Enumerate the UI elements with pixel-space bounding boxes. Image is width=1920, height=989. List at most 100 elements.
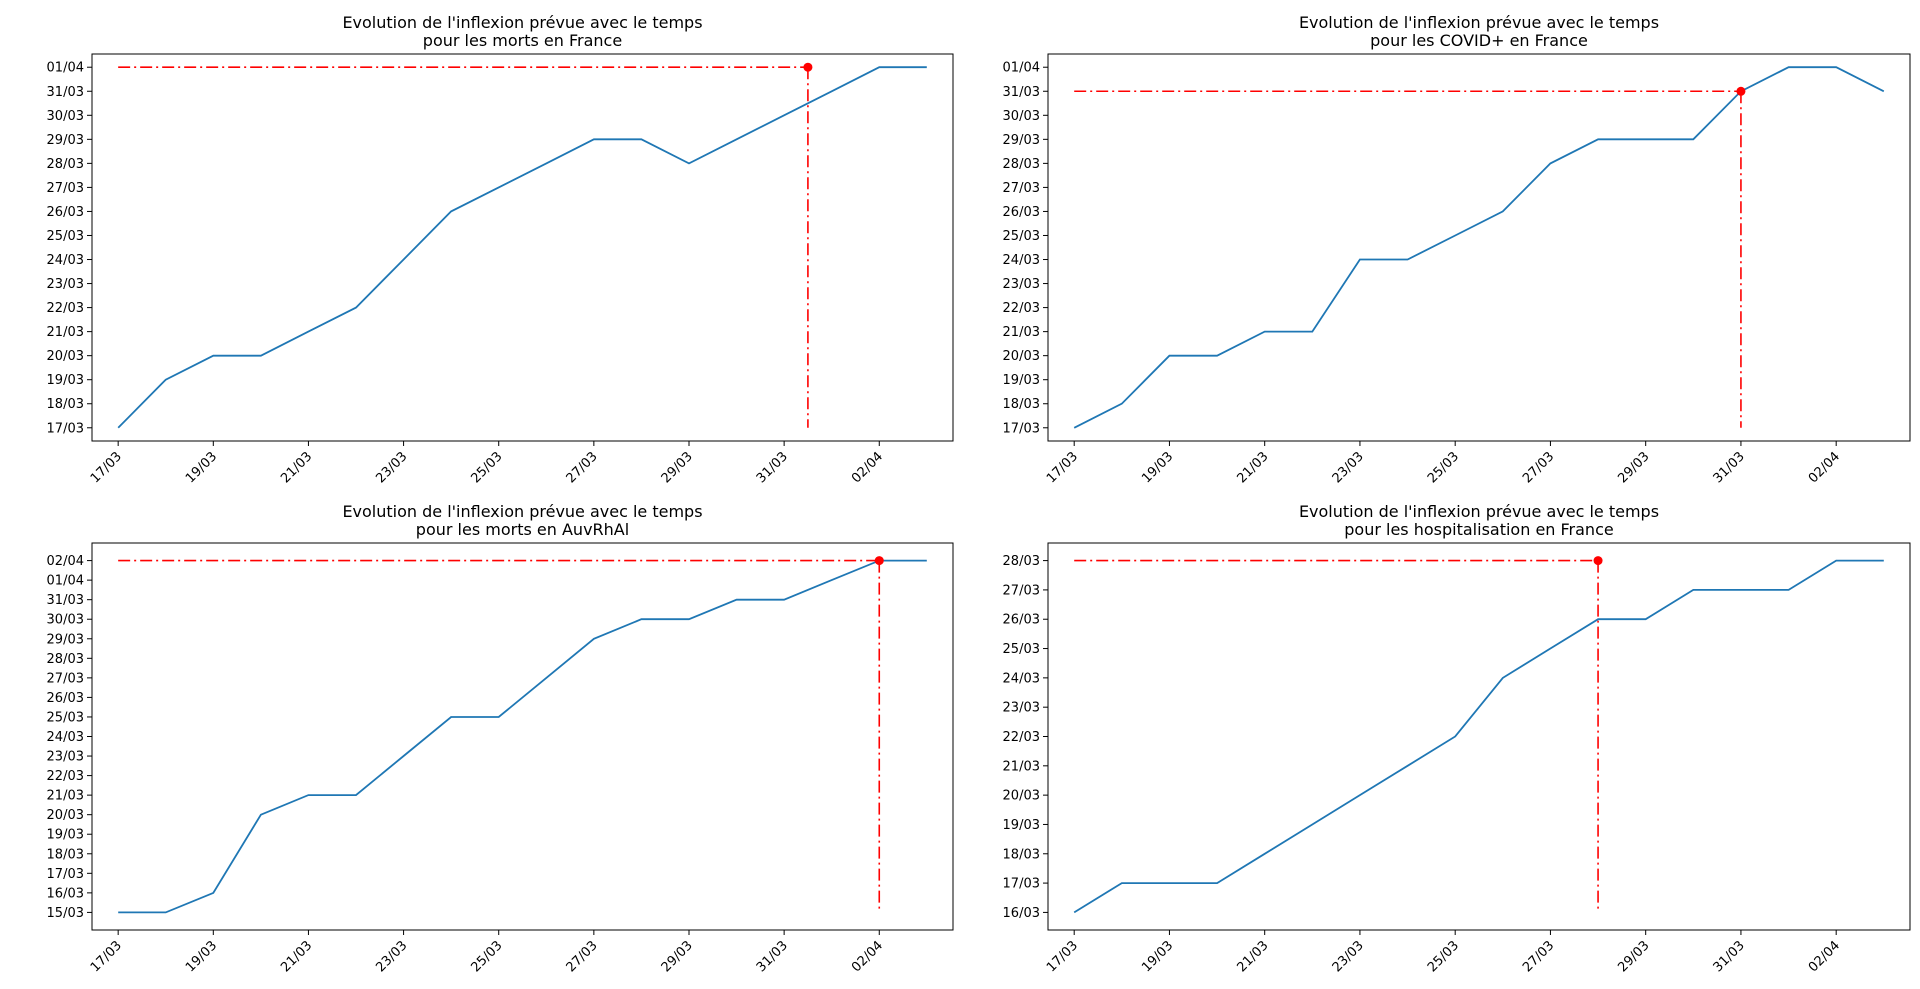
x-tick-label: 23/03 (373, 449, 410, 486)
x-tick-label: 27/03 (564, 449, 601, 486)
chart-title-line: pour les morts en AuvRhAl (416, 520, 629, 539)
y-tick-label: 30/03 (47, 613, 84, 628)
x-tick-label: 27/03 (564, 938, 601, 975)
x-tick-label: 25/03 (1425, 938, 1462, 975)
x-tick-label: 17/03 (88, 938, 125, 975)
series-line (117, 66, 927, 429)
y-tick-label: 18/03 (1003, 847, 1040, 862)
x-tick-label: 21/03 (278, 449, 315, 486)
y-tick-label: 20/03 (47, 808, 84, 823)
y-tick-label: 19/03 (47, 373, 84, 388)
y-tick-label: 02/04 (47, 554, 84, 569)
x-tick-label: 02/04 (849, 938, 886, 975)
y-tick-label: 23/03 (47, 750, 84, 765)
y-tick-label: 30/03 (1003, 109, 1040, 124)
y-tick-label: 27/03 (1003, 583, 1040, 598)
y-tick-label: 16/03 (47, 886, 84, 901)
x-tick-label: 31/03 (1711, 938, 1748, 975)
x-tick-label: 23/03 (373, 938, 410, 975)
chart-title: Evolution de l'inflexion prévue avec le … (342, 502, 702, 539)
y-tick-label: 01/04 (47, 574, 84, 589)
chart-title: Evolution de l'inflexion prévue avec le … (1299, 502, 1659, 539)
y-tick-label: 18/03 (47, 847, 84, 862)
x-tick-label: 29/03 (659, 938, 696, 975)
x-tick-label: 25/03 (468, 938, 505, 975)
y-tick-label: 21/03 (1003, 759, 1040, 774)
y-tick-label: 29/03 (47, 133, 84, 148)
y-tick-label: 30/03 (47, 109, 84, 124)
y-tick-label: 20/03 (47, 349, 84, 364)
y-tick-label: 27/03 (47, 671, 84, 686)
y-tick-label: 19/03 (47, 828, 84, 843)
y-tick-label: 22/03 (1003, 730, 1040, 745)
series-line (1073, 559, 1884, 914)
chart-3: Evolution de l'inflexion prévue avec le … (47, 502, 954, 975)
y-tick-label: 21/03 (47, 325, 84, 340)
y-tick-label: 19/03 (1003, 818, 1040, 833)
x-tick-label: 02/04 (849, 449, 886, 486)
x-tick-label: 23/03 (1330, 449, 1367, 486)
y-tick-label: 31/03 (47, 85, 84, 100)
chart-title-line: pour les morts en France (423, 31, 622, 50)
x-tick-label: 21/03 (1234, 449, 1271, 486)
y-tick-label: 25/03 (47, 229, 84, 244)
x-tick-label: 17/03 (88, 449, 125, 486)
chart-title-line: Evolution de l'inflexion prévue avec le … (342, 13, 702, 32)
y-tick-label: 28/03 (47, 157, 84, 172)
y-tick-label: 19/03 (1003, 373, 1040, 388)
y-tick-label: 24/03 (47, 253, 84, 268)
chart-title: Evolution de l'inflexion prévue avec le … (1299, 13, 1659, 50)
axes-frame (91, 542, 954, 931)
y-tick-label: 18/03 (1003, 397, 1040, 412)
y-tick-label: 29/03 (47, 632, 84, 647)
y-tick-label: 26/03 (47, 205, 84, 220)
y-tick-label: 27/03 (47, 181, 84, 196)
axes-frame (91, 53, 954, 442)
y-tick-label: 28/03 (1003, 554, 1040, 569)
x-tick-label: 19/03 (1139, 938, 1176, 975)
inflexion-point (803, 62, 813, 72)
chart-title-line: Evolution de l'inflexion prévue avec le … (1299, 502, 1659, 521)
x-tick-label: 02/04 (1806, 449, 1843, 486)
x-tick-label: 27/03 (1520, 938, 1557, 975)
y-tick-label: 01/04 (1003, 61, 1040, 76)
x-tick-label: 17/03 (1044, 449, 1081, 486)
x-tick-label: 31/03 (754, 938, 791, 975)
y-tick-label: 23/03 (47, 277, 84, 292)
y-tick-label: 21/03 (1003, 325, 1040, 340)
x-tick-label: 29/03 (659, 449, 696, 486)
x-tick-label: 23/03 (1330, 938, 1367, 975)
chart-title-line: Evolution de l'inflexion prévue avec le … (342, 502, 702, 521)
y-tick-label: 20/03 (1003, 349, 1040, 364)
y-tick-label: 17/03 (47, 867, 84, 882)
y-tick-label: 15/03 (47, 906, 84, 921)
y-tick-label: 28/03 (47, 652, 84, 667)
x-tick-label: 19/03 (1139, 449, 1176, 486)
x-tick-label: 17/03 (1044, 938, 1081, 975)
x-tick-label: 19/03 (183, 449, 220, 486)
y-tick-label: 20/03 (1003, 789, 1040, 804)
x-tick-label: 27/03 (1520, 449, 1557, 486)
chart-2: Evolution de l'inflexion prévue avec le … (1003, 13, 1911, 486)
y-tick-label: 22/03 (1003, 301, 1040, 316)
y-tick-label: 18/03 (47, 397, 84, 412)
y-tick-label: 31/03 (47, 593, 84, 608)
y-tick-label: 23/03 (1003, 277, 1040, 292)
y-tick-label: 25/03 (47, 710, 84, 725)
y-tick-label: 24/03 (1003, 671, 1040, 686)
y-tick-label: 21/03 (47, 789, 84, 804)
x-tick-label: 02/04 (1806, 938, 1843, 975)
y-tick-label: 25/03 (1003, 642, 1040, 657)
x-tick-label: 29/03 (1615, 449, 1652, 486)
y-tick-label: 28/03 (1003, 157, 1040, 172)
inflexion-point (1736, 86, 1746, 96)
inflexion-point (1593, 556, 1603, 566)
y-tick-label: 01/04 (47, 61, 84, 76)
y-tick-label: 29/03 (1003, 133, 1040, 148)
x-tick-label: 19/03 (183, 938, 220, 975)
x-tick-label: 25/03 (1425, 449, 1462, 486)
y-tick-label: 26/03 (1003, 613, 1040, 628)
y-tick-label: 22/03 (47, 301, 84, 316)
y-tick-label: 22/03 (47, 769, 84, 784)
